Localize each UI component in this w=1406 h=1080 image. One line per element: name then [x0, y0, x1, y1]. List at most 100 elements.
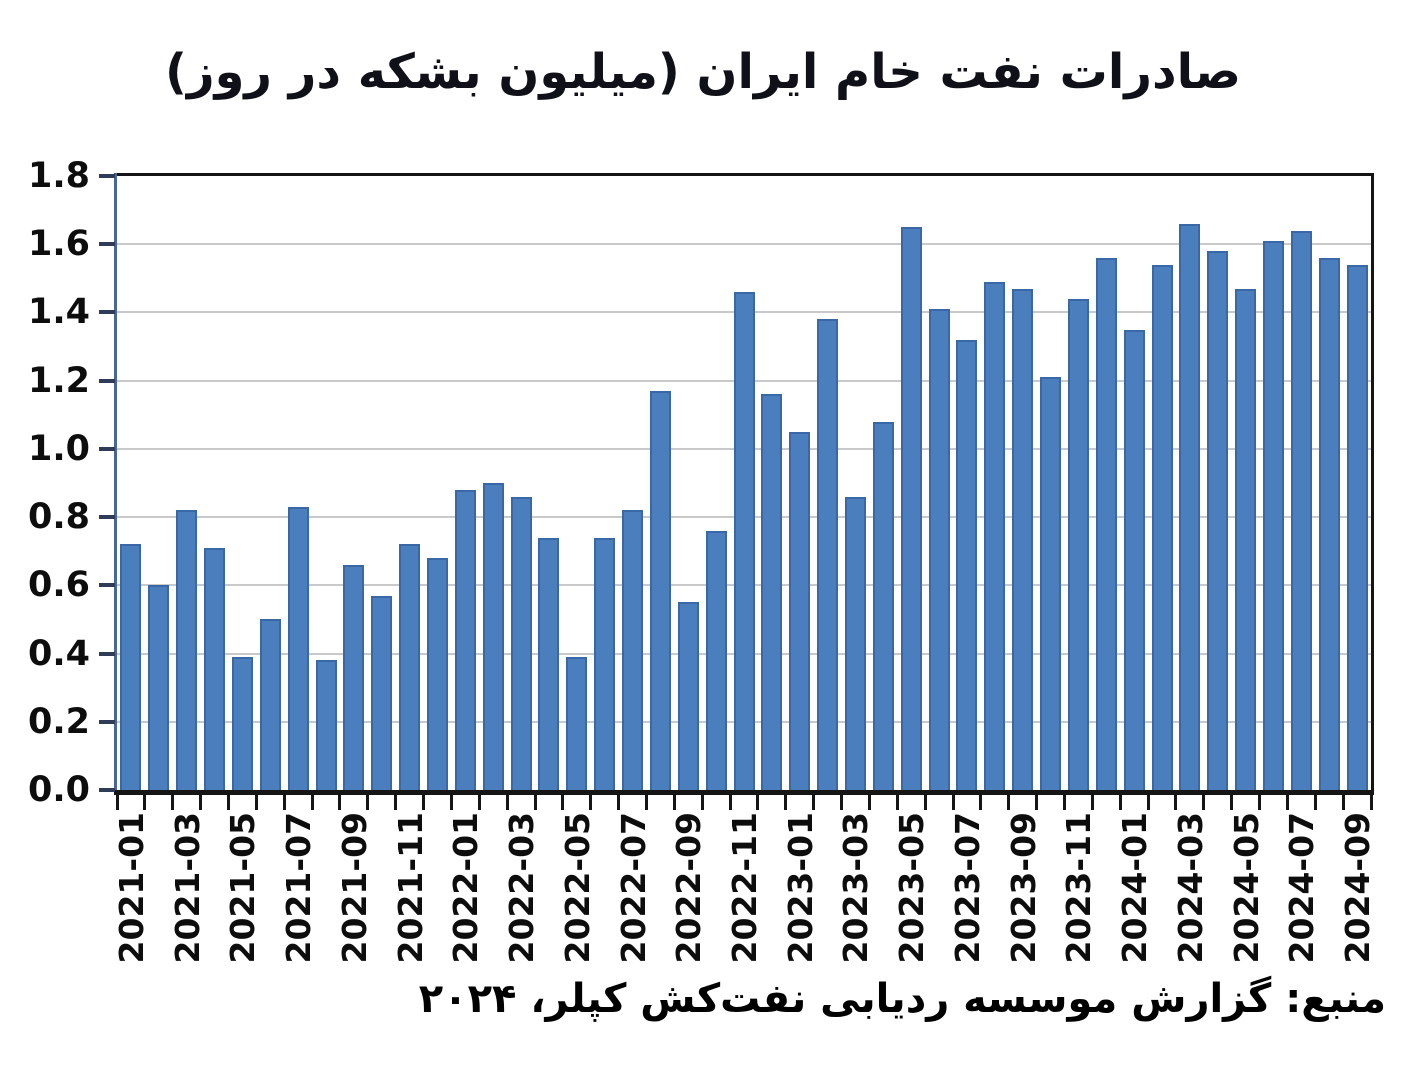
y-tick-label: 0.0 [27, 770, 90, 810]
bar [984, 281, 1006, 790]
bar [371, 595, 393, 790]
bar [872, 421, 894, 790]
bar [1207, 251, 1229, 790]
x-tick [254, 795, 258, 810]
x-tick-label: 2022-03 [502, 812, 542, 964]
x-tick [979, 795, 983, 810]
bar [1095, 257, 1117, 790]
x-tick [1062, 795, 1066, 810]
bar [1040, 377, 1062, 790]
y-tick-label: 1.0 [27, 428, 90, 469]
x-tick-label: 2023-07 [947, 812, 987, 964]
x-tick [784, 795, 788, 810]
x-tick-label: 2023-03 [836, 812, 876, 964]
x-tick [1090, 795, 1094, 810]
x-tick-label: 2023-05 [892, 812, 932, 964]
x-tick-label: 2022-05 [557, 812, 597, 964]
bar [399, 544, 421, 790]
x-tick [867, 795, 871, 810]
bar [148, 585, 170, 790]
bar [956, 339, 978, 790]
bar [287, 506, 309, 790]
bar [1179, 223, 1201, 790]
bar [231, 656, 253, 790]
x-tick [1285, 795, 1289, 810]
x-tick [561, 795, 565, 810]
chart-title: صادرات نفت خام ایران (میلیون بشکه در روز… [165, 44, 1241, 100]
x-tick [756, 795, 760, 810]
x-tick [366, 795, 370, 810]
x-tick [644, 795, 648, 810]
y-tick [99, 719, 115, 724]
x-tick [505, 795, 509, 810]
bar [1067, 298, 1089, 790]
x-tick [310, 795, 314, 810]
bar [176, 510, 198, 790]
x-tick [672, 795, 676, 810]
y-tick-label: 1.8 [27, 156, 90, 196]
x-tick [449, 795, 453, 810]
bar [649, 390, 671, 790]
x-tick [171, 795, 175, 810]
y-axis-line [114, 173, 117, 790]
bar [120, 544, 142, 790]
bar [482, 483, 504, 790]
y-tick-label: 0.2 [27, 701, 90, 742]
source-caption: منبع: گزارش موسسه ردیابی نفت‌کش کپلر، ۲۰… [418, 976, 1386, 1022]
x-tick [533, 795, 537, 810]
y-tick [99, 788, 115, 792]
y-tick [99, 651, 115, 656]
x-tick-label: 2021-09 [334, 812, 374, 964]
x-tick-label: 2022-01 [446, 812, 486, 964]
bar [594, 537, 616, 790]
bar [1346, 264, 1368, 790]
x-tick-label: 2021-05 [223, 812, 263, 964]
x-tick [1202, 795, 1206, 810]
bar [844, 496, 866, 790]
y-tick [99, 378, 115, 383]
y-tick [99, 242, 115, 247]
x-tick [282, 795, 286, 810]
x-tick-label: 2022-07 [613, 812, 653, 964]
bar [1235, 288, 1257, 790]
y-tick [99, 515, 115, 520]
x-tick [1007, 795, 1011, 810]
plot-area [117, 176, 1371, 790]
x-tick-label: 2024-09 [1338, 812, 1378, 964]
x-tick [115, 795, 119, 810]
x-tick [1258, 795, 1262, 810]
x-tick-label: 2023-09 [1003, 812, 1043, 964]
x-tick [338, 795, 342, 810]
x-tick [1313, 795, 1317, 810]
x-tick-label: 2021-03 [167, 812, 207, 964]
x-tick [143, 795, 147, 810]
bar [789, 431, 811, 790]
x-tick-label: 2023-11 [1059, 812, 1099, 964]
y-tick [99, 446, 115, 451]
x-tick-label: 2022-09 [669, 812, 709, 964]
x-tick [589, 795, 593, 810]
x-tick [394, 795, 398, 810]
x-tick [1118, 795, 1122, 810]
bar [204, 547, 226, 790]
y-tick-label: 1.4 [27, 292, 90, 333]
x-tick [617, 795, 621, 810]
x-tick [1174, 795, 1178, 810]
x-tick-label: 2024-01 [1115, 812, 1155, 964]
y-tick [99, 583, 115, 588]
x-tick [477, 795, 481, 810]
y-tick-label: 1.2 [27, 360, 90, 401]
y-tick-label: 0.8 [27, 497, 90, 538]
x-axis-line [114, 790, 1374, 795]
x-tick [422, 795, 426, 810]
y-tick [99, 310, 115, 315]
bar [259, 619, 281, 790]
bar [315, 660, 337, 790]
x-tick [812, 795, 816, 810]
bar [817, 319, 839, 790]
x-tick-label: 2023-01 [780, 812, 820, 964]
x-tick [1369, 795, 1373, 810]
bar [538, 537, 560, 790]
bar [928, 309, 950, 790]
